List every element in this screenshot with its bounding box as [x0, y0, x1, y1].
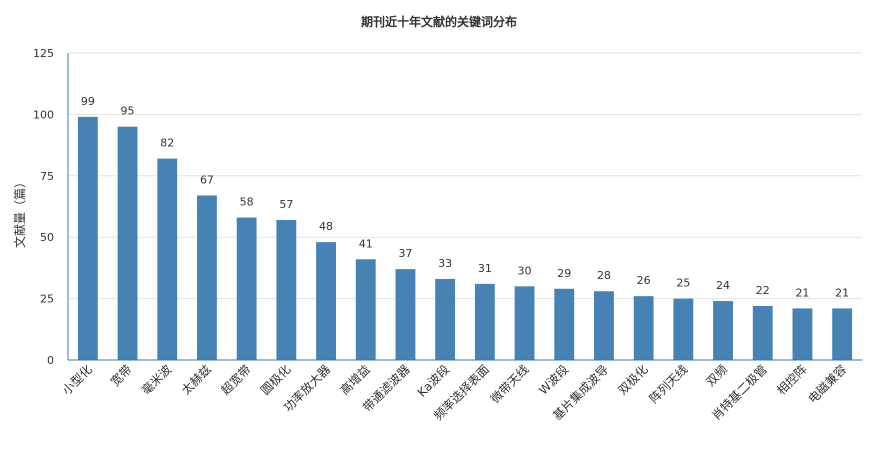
- bar: [316, 242, 336, 360]
- bar: [474, 283, 495, 360]
- data-label: 57: [279, 198, 293, 211]
- bar: [514, 286, 535, 360]
- bar: [117, 126, 138, 361]
- x-tick-label: 毫米波: [138, 362, 174, 398]
- data-label: 48: [319, 220, 333, 233]
- x-tick-label: 相控阵: [774, 362, 809, 397]
- bar: [355, 259, 376, 360]
- bar: [832, 308, 853, 360]
- data-label: 30: [518, 264, 532, 277]
- data-label: 29: [557, 267, 571, 280]
- bar: [633, 296, 654, 360]
- x-tick-label: 微带天线: [488, 362, 532, 406]
- data-label: 37: [398, 247, 412, 260]
- data-label: 41: [359, 237, 373, 250]
- y-tick-label: 75: [40, 170, 54, 183]
- x-tick-label: W波段: [535, 362, 571, 398]
- bar: [673, 298, 694, 360]
- x-tick-label: Ka波段: [414, 362, 452, 400]
- data-label: 95: [121, 105, 135, 118]
- y-tick-label: 25: [40, 293, 54, 306]
- data-label: 33: [438, 257, 452, 270]
- x-tick-label: 电磁兼容: [805, 362, 850, 407]
- data-label: 22: [756, 284, 770, 297]
- chart-title: 期刊近十年文献的关键词分布: [361, 14, 517, 29]
- data-label: 21: [795, 286, 809, 299]
- bar: [435, 278, 456, 360]
- data-label: 99: [81, 95, 95, 108]
- bar: [197, 195, 217, 360]
- y-tick-label: 100: [33, 108, 54, 121]
- bar: [713, 301, 733, 360]
- x-tick-label: 圆极化: [258, 362, 293, 397]
- x-tick-label: 太赫兹: [178, 362, 214, 398]
- x-tick-label: 双极化: [615, 362, 650, 397]
- y-tick-label: 50: [40, 231, 54, 244]
- bar: [236, 217, 257, 360]
- data-label: 31: [478, 262, 492, 275]
- x-tick-label: 超宽带: [218, 362, 254, 398]
- bar: [752, 305, 773, 360]
- x-tick-label: 双频: [703, 362, 730, 389]
- bar: [594, 291, 614, 360]
- x-tick-label: 阵列天线: [647, 362, 691, 406]
- y-axis-label: 文献量（篇）: [12, 176, 27, 248]
- bar: [554, 288, 575, 360]
- bar: [792, 308, 813, 360]
- data-label: 28: [597, 269, 611, 282]
- data-label: 82: [160, 137, 174, 150]
- bar: [276, 220, 297, 360]
- bar: [77, 116, 98, 360]
- data-label: 24: [716, 279, 730, 292]
- x-tick-label: 高增益: [337, 362, 373, 398]
- data-label: 21: [835, 286, 849, 299]
- data-label: 67: [200, 173, 214, 186]
- x-tick-label: 宽带: [107, 362, 135, 390]
- bar: [395, 269, 416, 360]
- data-label: 58: [240, 196, 254, 209]
- x-tick-label: 小型化: [60, 362, 95, 397]
- y-tick-label: 0: [47, 354, 54, 367]
- data-label: 25: [676, 277, 690, 290]
- bar: [157, 158, 178, 360]
- data-label: 26: [637, 274, 651, 287]
- y-tick-label: 125: [33, 47, 54, 60]
